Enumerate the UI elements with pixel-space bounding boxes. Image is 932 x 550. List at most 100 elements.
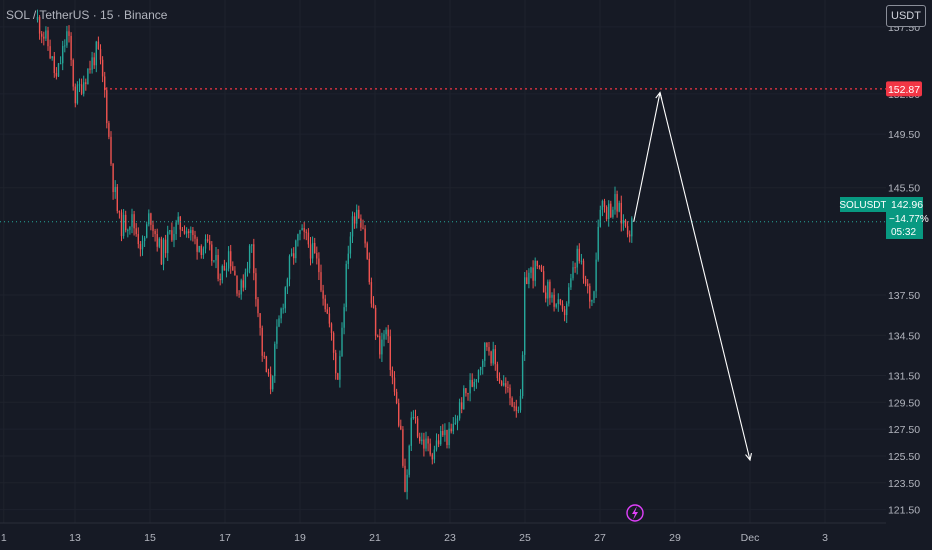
price-tick-label: 123.50 xyxy=(888,478,920,490)
candle-body xyxy=(393,377,396,392)
candle-body xyxy=(496,364,499,379)
candle-body xyxy=(440,430,442,445)
time-axis[interactable]: 1 13 15 17 19 21 23 25 27 29 Dec 3 xyxy=(1,532,828,544)
candle-body xyxy=(173,234,175,241)
arrowhead xyxy=(655,91,663,100)
candle-body xyxy=(377,335,379,337)
candle-body xyxy=(622,220,625,224)
candle-body xyxy=(232,266,234,271)
candle-body xyxy=(221,266,223,281)
candle-body xyxy=(309,244,312,259)
lightning-icon[interactable] xyxy=(626,504,644,522)
projection-arrowheads xyxy=(655,91,752,462)
candle-body xyxy=(141,241,144,250)
candle-body xyxy=(196,238,198,252)
candle-body xyxy=(139,244,142,250)
candle-body xyxy=(303,228,305,232)
candle-body xyxy=(53,56,55,74)
candle-body xyxy=(408,445,410,475)
candle-body xyxy=(471,379,473,387)
chart-grid xyxy=(0,0,886,523)
candle-body xyxy=(429,443,431,455)
candle-body xyxy=(387,329,389,337)
candle-body xyxy=(257,299,259,314)
candle-body xyxy=(505,383,507,387)
currency-button[interactable]: USDT xyxy=(886,5,926,27)
candle-body xyxy=(167,231,169,254)
candle-body xyxy=(38,16,41,34)
candle-body xyxy=(49,46,51,59)
candle-body xyxy=(477,370,480,380)
time-tick-label: 1 xyxy=(1,532,7,544)
candle-body xyxy=(269,374,272,390)
candle-body xyxy=(414,416,417,419)
candle-body xyxy=(316,253,318,259)
candle-body xyxy=(526,277,528,285)
candle-body xyxy=(156,234,158,247)
candle-body xyxy=(374,307,377,336)
candle-body xyxy=(68,31,70,36)
candle-body xyxy=(234,270,236,276)
candle-body xyxy=(127,229,129,231)
candle-body xyxy=(385,329,387,335)
candle-body xyxy=(498,378,501,382)
candle-body xyxy=(629,234,631,237)
candle-body xyxy=(532,267,534,281)
candle-body xyxy=(87,68,89,85)
candle-body xyxy=(410,417,412,446)
candle-body xyxy=(112,163,114,193)
candle-body xyxy=(125,214,127,231)
candle-body xyxy=(188,231,190,234)
candle-body xyxy=(51,56,53,59)
candle-body xyxy=(549,281,551,298)
candle-body xyxy=(45,30,47,39)
candle-body xyxy=(160,238,163,265)
candle-body xyxy=(150,213,152,225)
candle-body xyxy=(458,402,461,419)
candle-body xyxy=(599,209,601,227)
candle-body xyxy=(442,430,444,436)
time-tick-label: 17 xyxy=(219,532,231,544)
candle-body xyxy=(402,429,404,466)
candle-body xyxy=(223,266,226,271)
time-tick-label: 13 xyxy=(69,532,81,544)
candle-body xyxy=(240,280,242,295)
arrowhead xyxy=(745,453,752,462)
candle-body xyxy=(133,214,135,229)
candle-body xyxy=(290,253,293,257)
projection-arrow-path[interactable] xyxy=(633,92,751,461)
candlestick-series xyxy=(36,9,633,500)
candle-body xyxy=(183,230,186,234)
candle-body xyxy=(595,259,597,292)
candle-body xyxy=(314,242,316,254)
candle-body xyxy=(59,63,62,65)
candle-body xyxy=(171,230,173,241)
candle-body xyxy=(486,342,488,348)
price-tick-label: 137.50 xyxy=(888,290,920,302)
candle-body xyxy=(328,313,331,324)
candle-body xyxy=(114,186,116,193)
candle-body xyxy=(143,237,146,242)
candle-body xyxy=(263,355,265,357)
candle-body xyxy=(370,282,373,304)
candle-body xyxy=(181,229,184,231)
candle-body xyxy=(372,303,375,308)
candle-body xyxy=(307,232,310,245)
candle-body xyxy=(528,272,530,285)
price-tick-label: 129.50 xyxy=(888,397,920,409)
candle-body xyxy=(217,254,219,279)
candle-body xyxy=(213,260,215,262)
candle-body xyxy=(454,422,457,424)
candle-body xyxy=(146,224,148,238)
candle-body xyxy=(540,266,543,272)
candle-body xyxy=(412,416,415,418)
candle-body xyxy=(576,248,578,268)
candle-body xyxy=(80,84,83,94)
candle-body xyxy=(299,230,301,235)
candle-body xyxy=(551,294,553,298)
candle-body xyxy=(122,214,125,237)
price-tick-label: 149.50 xyxy=(888,129,920,141)
candle-body xyxy=(276,326,278,344)
time-tick-label: Dec xyxy=(741,532,760,544)
